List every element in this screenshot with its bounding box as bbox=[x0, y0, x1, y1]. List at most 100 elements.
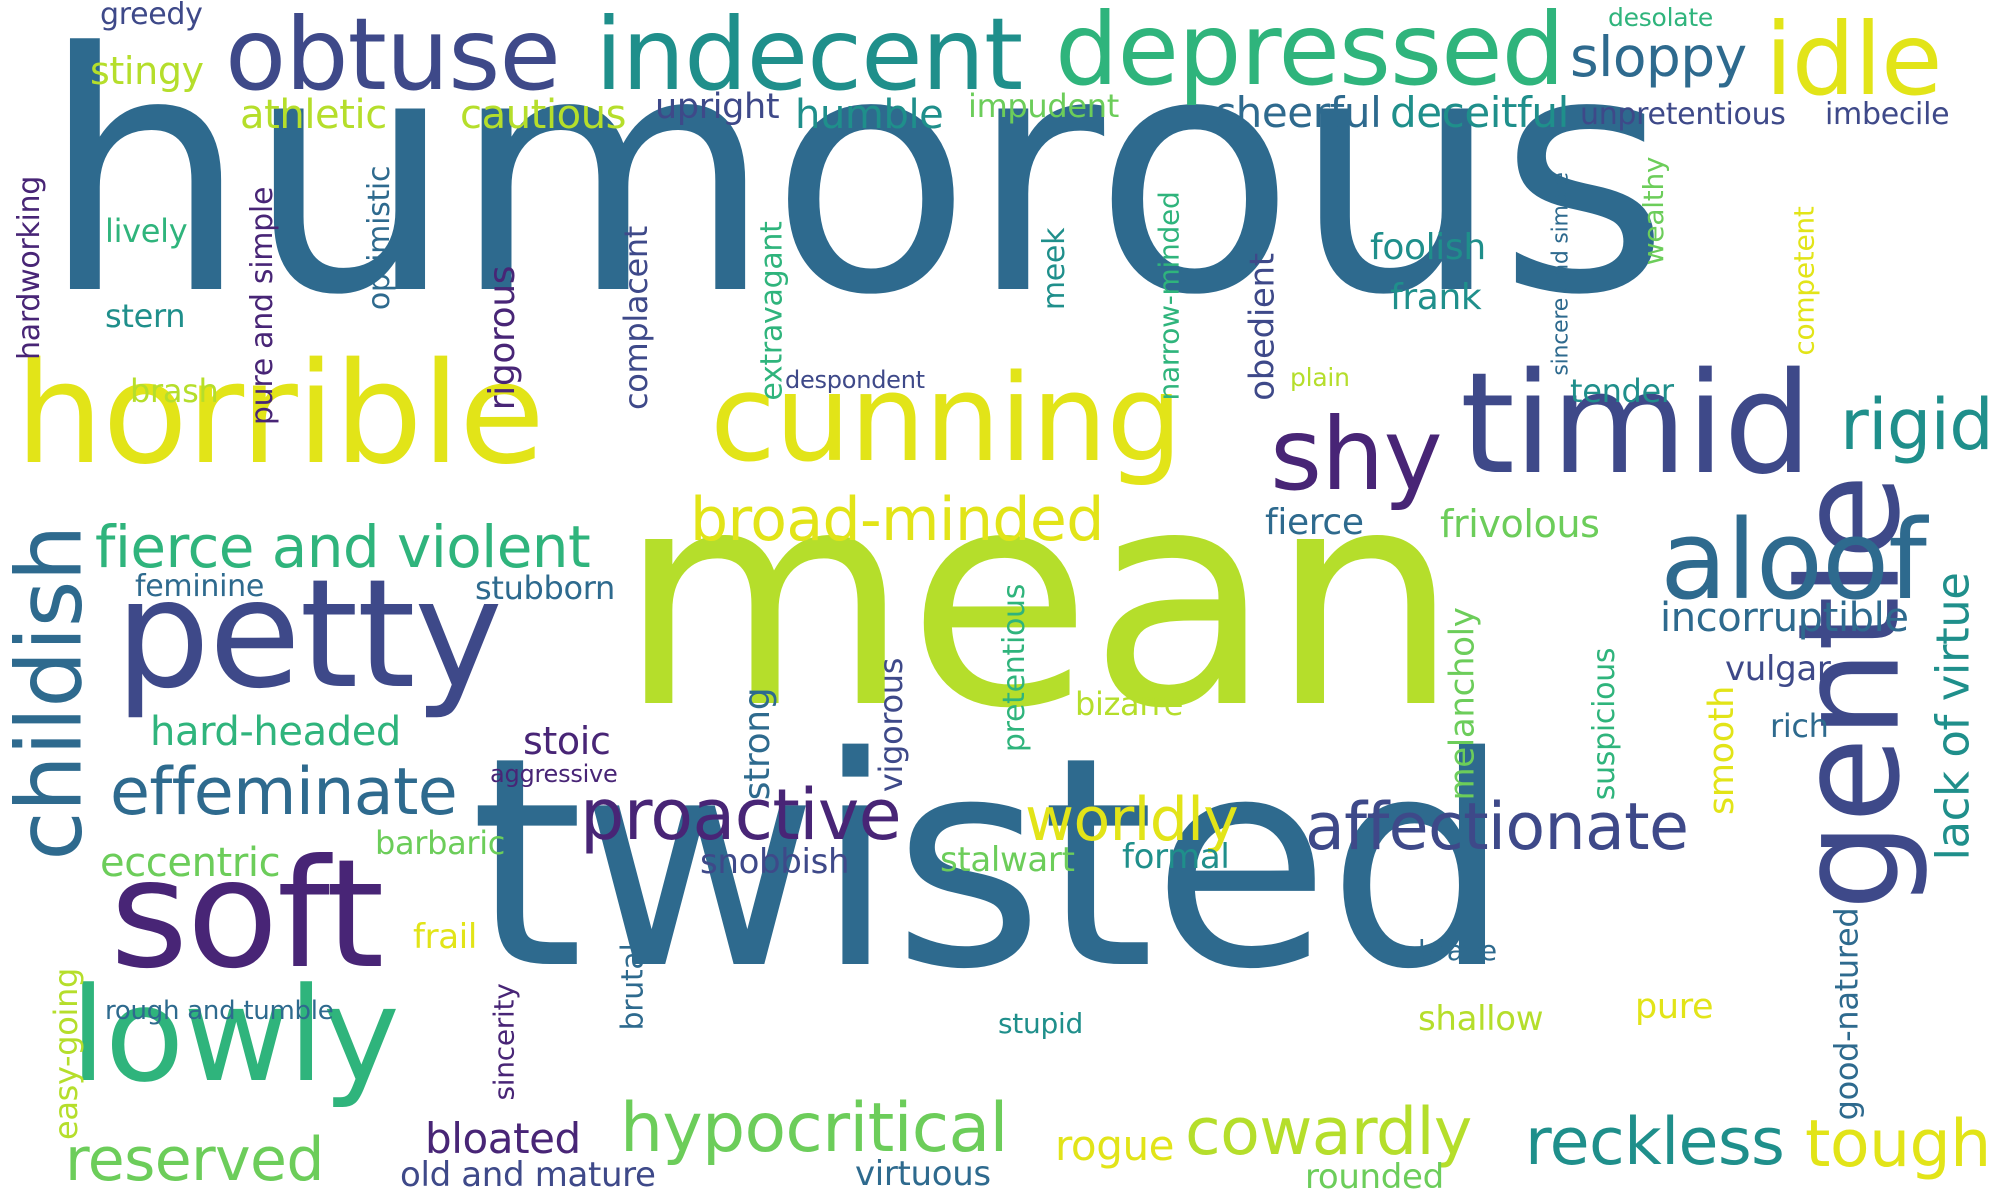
word-greedy: greedy bbox=[100, 0, 203, 32]
word-rich: rich bbox=[1770, 707, 1829, 745]
word-upright: upright bbox=[655, 87, 780, 127]
word-melancholy: melancholy bbox=[1442, 606, 1483, 801]
word-despondent: despondent bbox=[785, 366, 925, 394]
word-easy-going: easy-going bbox=[47, 967, 86, 1141]
word-petty: petty bbox=[115, 548, 503, 722]
word-deceitful: deceitful bbox=[1390, 88, 1569, 137]
word-rigid: rigid bbox=[1840, 384, 1994, 466]
word-rigorous: rigorous bbox=[482, 265, 524, 411]
word-pretentious: pretentious bbox=[997, 583, 1033, 753]
word-suspicious: suspicious bbox=[1587, 647, 1623, 801]
word-reckless: reckless bbox=[1525, 1105, 1785, 1180]
word-narrow-minded: narrow-minded bbox=[1151, 191, 1185, 400]
word-incorruptible: incorruptible bbox=[1660, 595, 1909, 641]
word-complacent: complacent bbox=[617, 225, 656, 411]
word-smooth: smooth bbox=[1701, 686, 1742, 815]
word-rough-and-tumble: rough and tumble bbox=[105, 996, 334, 1026]
word-bizarre: bizarre bbox=[1075, 685, 1184, 723]
word-idle: idle bbox=[1765, 1, 1943, 118]
word-cowardly: cowardly bbox=[1185, 1095, 1472, 1170]
word-fierce: fierce bbox=[1265, 502, 1364, 543]
word-rogue: rogue bbox=[1055, 1121, 1175, 1170]
word-aggressive: aggressive bbox=[490, 760, 618, 788]
word-depressed: depressed bbox=[1055, 0, 1565, 108]
word-eccentric: eccentric bbox=[100, 840, 281, 886]
word-sloppy: sloppy bbox=[1570, 25, 1747, 89]
word-indecent: indecent bbox=[595, 0, 1023, 113]
word-humble: humble bbox=[795, 92, 944, 138]
word-vulgar: vulgar bbox=[1725, 649, 1831, 689]
word-frank: frank bbox=[1390, 277, 1482, 318]
word-soft: soft bbox=[110, 828, 384, 1002]
word-feminine: feminine bbox=[135, 569, 264, 604]
word-shy: shy bbox=[1270, 396, 1443, 513]
word-stoic: stoic bbox=[523, 719, 611, 763]
word-hypocritical: hypocritical bbox=[620, 1089, 1008, 1168]
word-virtuous: virtuous bbox=[855, 1154, 991, 1194]
word-strong: strong bbox=[737, 687, 779, 801]
word-pure-and-simple: pure and simple bbox=[245, 186, 281, 426]
word-meek: meek bbox=[1037, 227, 1073, 311]
word-pure: pure bbox=[1635, 987, 1714, 1027]
word-rounded: rounded bbox=[1305, 1157, 1444, 1197]
word-bloated: bloated bbox=[425, 1114, 581, 1163]
word-lowly: lowly bbox=[70, 959, 400, 1111]
word-horrible: horrible bbox=[15, 333, 545, 496]
word-obedient: obedient bbox=[1242, 252, 1283, 401]
word-old-and-mature: old and mature bbox=[400, 1155, 656, 1195]
word-athletic: athletic bbox=[240, 92, 387, 138]
word-cheerful: cheerful bbox=[1213, 88, 1382, 137]
word-snobbish: snobbish bbox=[700, 842, 850, 882]
word-good-natured: good-natured bbox=[1826, 907, 1865, 1120]
word-brash: brash bbox=[130, 372, 219, 410]
word-obtuse: obtuse bbox=[225, 0, 561, 113]
word-worldly: worldly bbox=[1025, 785, 1239, 855]
word-aloof: aloof bbox=[1660, 496, 1927, 624]
word-fierce-and-violent: fierce and violent bbox=[95, 513, 591, 581]
word-twisted: twisted bbox=[470, 696, 1511, 1033]
word-reserved: reserved bbox=[65, 1125, 324, 1195]
word-hardworking: hardworking bbox=[11, 176, 47, 360]
word-cautious: cautious bbox=[460, 92, 627, 138]
word-effeminate: effeminate bbox=[110, 755, 458, 830]
word-hard-headed: hard-headed bbox=[150, 709, 401, 755]
word-desolate: desolate bbox=[1608, 3, 1714, 32]
word-timid: timid bbox=[1460, 343, 1812, 506]
word-sincerity: sincerity bbox=[487, 982, 521, 1101]
word-competent: competent bbox=[1787, 205, 1821, 356]
word-tender: tender bbox=[1570, 372, 1674, 410]
word-stubborn: stubborn bbox=[475, 569, 616, 607]
word-affectionate: affectionate bbox=[1305, 790, 1689, 865]
word-childish: childish bbox=[0, 524, 103, 861]
word-optimistic: optimistic bbox=[362, 165, 398, 311]
word-stupid: stupid bbox=[998, 1007, 1083, 1040]
word-stalwart: stalwart bbox=[940, 840, 1075, 880]
word-humorous: humorous bbox=[40, 0, 1670, 367]
word-brave: brave bbox=[1418, 934, 1497, 967]
word-frivolous: frivolous bbox=[1440, 502, 1600, 546]
word-wealthy: wealthy bbox=[1637, 156, 1671, 266]
word-formal: formal bbox=[1122, 837, 1230, 877]
word-broad-minded: broad-minded bbox=[690, 485, 1104, 555]
word-mean: mean bbox=[618, 425, 1460, 774]
word-stingy: stingy bbox=[90, 49, 204, 93]
word-impudent: impudent bbox=[968, 87, 1119, 125]
word-barbaric: barbaric bbox=[375, 824, 506, 862]
word-cunning: cunning bbox=[710, 350, 1183, 489]
word-shallow: shallow bbox=[1418, 999, 1544, 1039]
word-imbecile: imbecile bbox=[1825, 97, 1950, 132]
word-tough: tough bbox=[1805, 1107, 1991, 1182]
word-extravagant: extravagant bbox=[754, 220, 790, 401]
word-stern: stern bbox=[105, 297, 186, 335]
word-proactive: proactive bbox=[580, 774, 902, 856]
word-lively: lively bbox=[105, 212, 188, 250]
word-sincere-and-simple: sincere and simple bbox=[1548, 171, 1574, 376]
word-plain: plain bbox=[1290, 363, 1350, 392]
word-brutal: brutal bbox=[615, 942, 651, 1031]
word-vigorous: vigorous bbox=[872, 657, 911, 793]
word-frail: frail bbox=[413, 917, 477, 957]
word-unpretentious: unpretentious bbox=[1580, 97, 1786, 132]
word-lack-of-virtue: lack of virtue bbox=[1926, 571, 1980, 861]
word-foolish: foolish bbox=[1370, 227, 1486, 268]
